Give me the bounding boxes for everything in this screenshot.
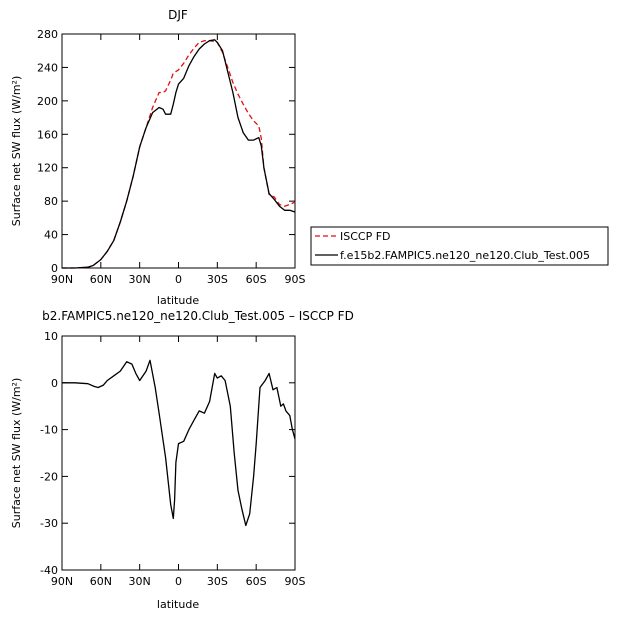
series-line-model	[62, 359, 296, 527]
y-tick-label: 0	[51, 377, 58, 390]
x-tick-label: 90S	[285, 273, 306, 286]
x-tick-label: 60N	[90, 273, 112, 286]
series-line-isccp	[62, 40, 296, 269]
y-tick-label: -10	[40, 424, 58, 437]
top-chart-panel: DJF 0 40 80 120 160 200 240 280 90N 60N 30N 0 30S 60…	[10, 8, 306, 307]
top-x-axis: 90N 60N 30N 0 30S 60S 90S	[51, 34, 306, 286]
bottom-x-axis: 90N 60N 30N 0 30S 60S 90S	[51, 336, 306, 588]
top-y-axis-label: Surface net SW flux (W/m²)	[10, 76, 23, 227]
x-tick-label: 90N	[51, 575, 73, 588]
y-tick-label: 200	[37, 95, 58, 108]
top-series-group	[62, 39, 296, 269]
x-tick-label: 60N	[90, 575, 112, 588]
legend: ISCCP FD f.e15b2.FAMPIC5.ne120_ne120.Clu…	[310, 226, 609, 266]
bottom-y-axis: 10 0 -10 -20 -30 -40	[40, 330, 295, 577]
series-line-model	[62, 39, 296, 269]
y-tick-label: 80	[44, 195, 58, 208]
y-tick-label: 10	[44, 330, 58, 343]
legend-label-model: f.e15b2.FAMPIC5.ne120_ne120.Club_Test.00…	[340, 249, 590, 262]
x-tick-label: 30S	[207, 273, 228, 286]
x-tick-label: 0	[175, 575, 182, 588]
bottom-chart-panel: b2.FAMPIC5.ne120_ne120.Club_Test.005 – I…	[10, 309, 354, 611]
bottom-y-axis-label: Surface net SW flux (W/m²)	[10, 378, 23, 529]
top-chart-title: DJF	[168, 8, 188, 22]
legend-box	[310, 226, 609, 266]
x-tick-label: 30N	[129, 575, 151, 588]
top-x-axis-label: latitude	[157, 294, 199, 307]
bottom-chart-title: b2.FAMPIC5.ne120_ne120.Club_Test.005 – I…	[42, 309, 354, 323]
x-tick-label: 90N	[51, 273, 73, 286]
legend-label-isccp: ISCCP FD	[340, 230, 391, 243]
y-tick-label: 0	[51, 262, 58, 275]
y-tick-label: -40	[40, 564, 58, 577]
x-tick-label: 60S	[246, 273, 267, 286]
x-tick-label: 30N	[129, 273, 151, 286]
y-tick-label: 40	[44, 229, 58, 242]
x-tick-label: 60S	[246, 575, 267, 588]
y-tick-label: 120	[37, 162, 58, 175]
bottom-plot-frame	[61, 335, 296, 571]
y-tick-label: 160	[37, 128, 58, 141]
x-tick-label: 0	[175, 273, 182, 286]
y-tick-label: 280	[37, 28, 58, 41]
y-tick-label: -20	[40, 470, 58, 483]
y-tick-label: 240	[37, 61, 58, 74]
x-tick-label: 30S	[207, 575, 228, 588]
bottom-series-group	[62, 359, 296, 527]
x-tick-label: 90S	[285, 575, 306, 588]
top-y-axis: 0 40 80 120 160 200 240 280	[37, 28, 295, 275]
y-tick-label: -30	[40, 517, 58, 530]
bottom-x-axis-label: latitude	[157, 598, 199, 611]
